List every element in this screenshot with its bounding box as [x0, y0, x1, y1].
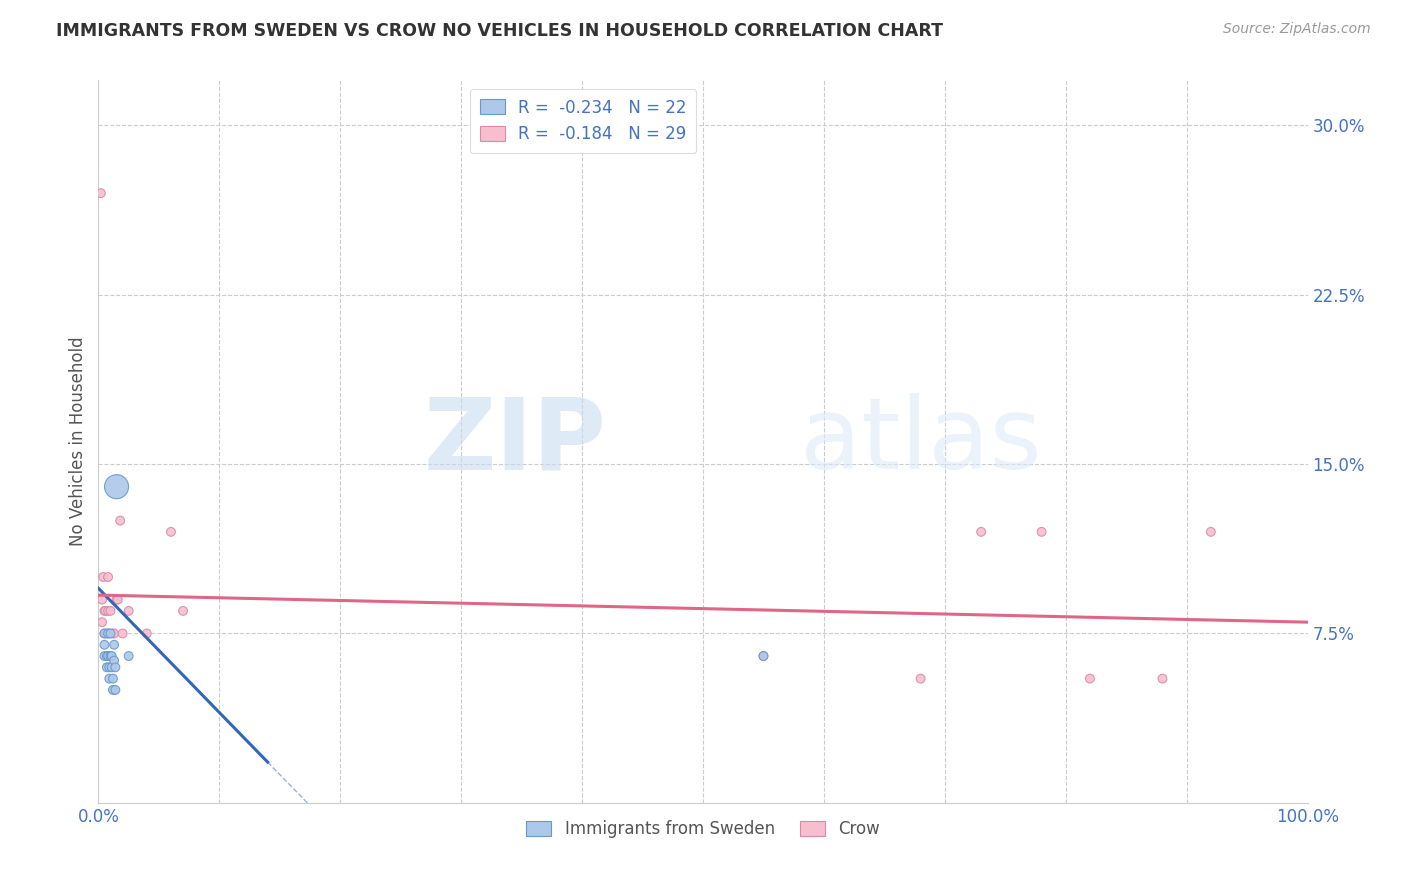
Point [98, 660, 121, 674]
Point [135, 626, 157, 640]
Point [103, 638, 125, 652]
Point [96, 660, 118, 674]
Point [172, 604, 194, 618]
Text: ZIP: ZIP [423, 393, 606, 490]
Point [103, 626, 125, 640]
Point [104, 682, 127, 697]
Point [100, 648, 122, 663]
Point [97, 626, 120, 640]
Point [96, 648, 118, 663]
Point [101, 672, 124, 686]
Point [100, 660, 122, 674]
Point [160, 524, 183, 539]
Point [98, 672, 121, 686]
Point [108, 514, 131, 528]
Text: IMMIGRANTS FROM SWEDEN VS CROW NO VEHICLES IN HOUSEHOLD CORRELATION CHART: IMMIGRANTS FROM SWEDEN VS CROW NO VEHICL… [56, 22, 943, 40]
Point [96, 626, 118, 640]
Point [94, 604, 117, 618]
Point [90, 186, 112, 201]
Point [752, 648, 775, 663]
Point [91, 615, 114, 630]
Point [105, 480, 128, 494]
Point [111, 626, 134, 640]
Point [97, 604, 120, 618]
Point [101, 626, 124, 640]
Point [118, 648, 141, 663]
Point [107, 592, 129, 607]
Point [118, 604, 141, 618]
Point [103, 654, 125, 668]
Point [100, 604, 122, 618]
Point [97, 570, 120, 584]
Point [93, 638, 115, 652]
Point [1031, 524, 1053, 539]
Point [93, 626, 115, 640]
Point [93, 648, 115, 663]
Point [970, 524, 993, 539]
Point [100, 626, 122, 640]
Point [93, 626, 115, 640]
Point [752, 648, 775, 663]
Point [1078, 672, 1101, 686]
Point [101, 682, 124, 697]
Point [100, 648, 122, 663]
Point [93, 604, 115, 618]
Point [910, 672, 932, 686]
Point [91, 570, 114, 584]
Y-axis label: No Vehicles in Household: No Vehicles in Household [69, 336, 87, 547]
Point [97, 648, 120, 663]
Text: atlas: atlas [800, 393, 1042, 490]
Point [105, 592, 128, 607]
Point [1199, 524, 1222, 539]
Point [98, 626, 121, 640]
Text: Source: ZipAtlas.com: Source: ZipAtlas.com [1223, 22, 1371, 37]
Point [104, 660, 127, 674]
Point [91, 592, 114, 607]
Legend: Immigrants from Sweden, Crow: Immigrants from Sweden, Crow [520, 814, 886, 845]
Point [1152, 672, 1174, 686]
